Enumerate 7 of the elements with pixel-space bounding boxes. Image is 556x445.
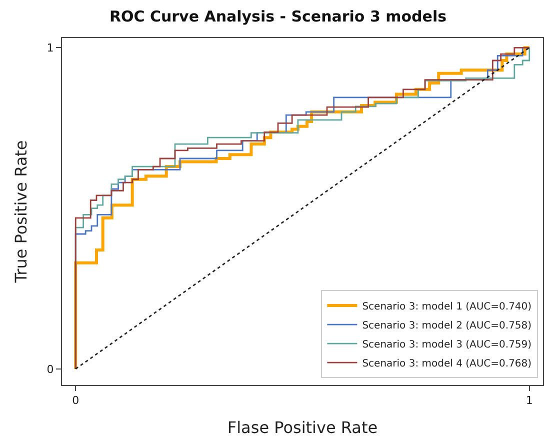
legend-label: Scenario 3: model 4 (AUC=0.768) xyxy=(362,358,532,370)
y-axis-title: True Positive Rate xyxy=(12,140,31,284)
legend-label: Scenario 3: model 2 (AUC=0.758) xyxy=(362,320,532,332)
chart-title: ROC Curve Analysis - Scenario 3 models xyxy=(109,8,447,26)
legend-label: Scenario 3: model 3 (AUC=0.759) xyxy=(362,339,532,350)
x-axis-title: Flase Positive Rate xyxy=(227,418,378,437)
legend-label: Scenario 3: model 1 (AUC=0.740) xyxy=(362,301,532,312)
